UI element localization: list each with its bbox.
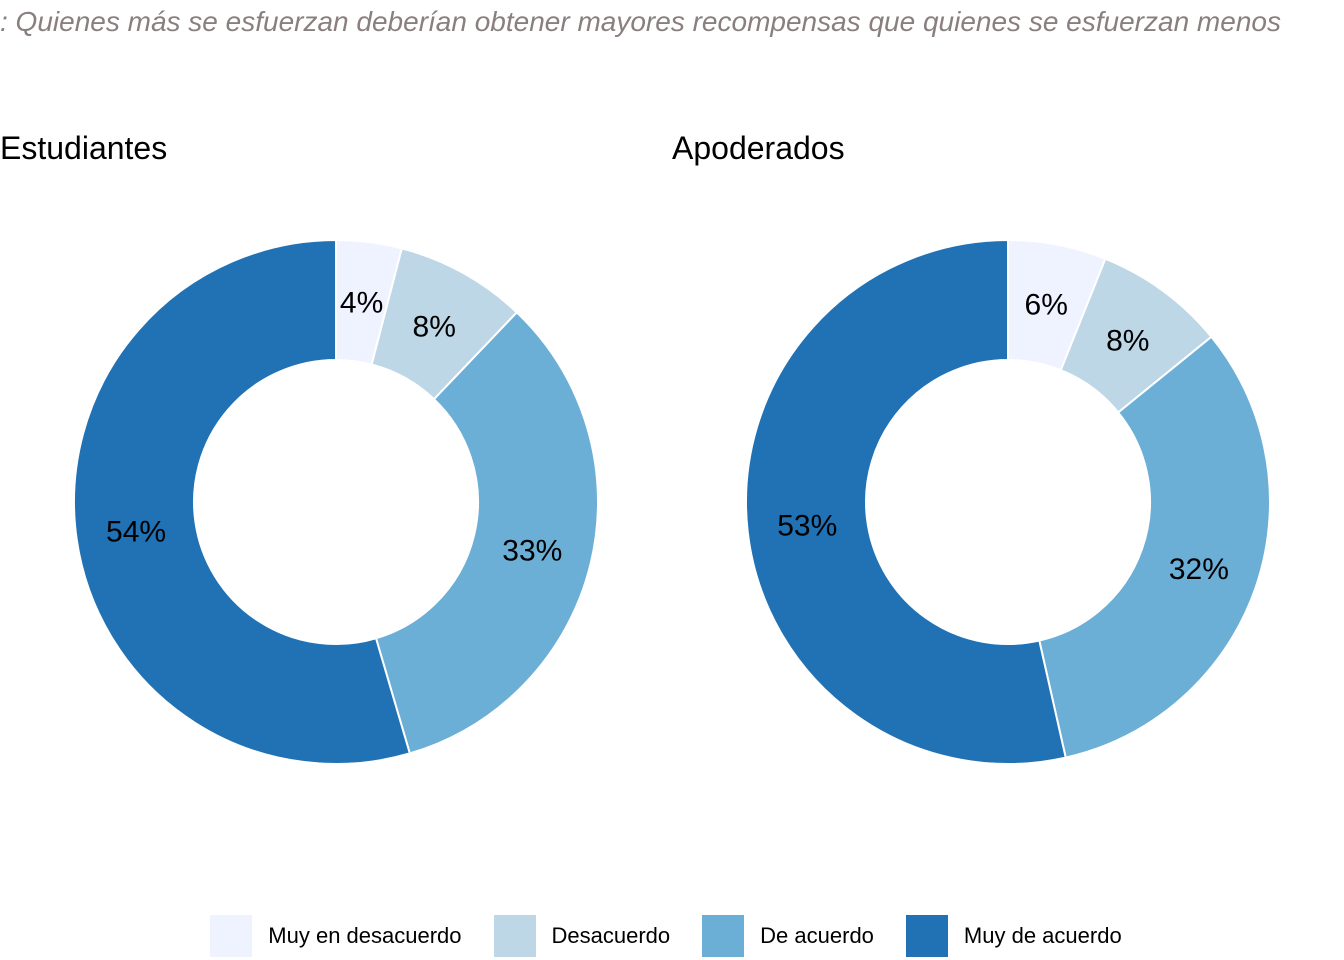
legend-swatch	[702, 915, 745, 957]
legend-item: Desacuerdo	[493, 915, 683, 957]
legend-label: De acuerdo	[760, 923, 874, 948]
donut-slice-muy-de-acuerdo	[745, 238, 1067, 765]
panel-title: Apoderados	[672, 130, 845, 166]
slice-label: 8%	[413, 310, 456, 343]
donut-slice-de-acuerdo	[374, 310, 599, 755]
panel-title: Estudiantes	[0, 130, 167, 166]
legend: Muy en desacuerdo Desacuerdo De acuerdo Muy…	[0, 914, 1344, 958]
legend-swatch	[493, 915, 536, 957]
donut-slice-muy-de-acuerdo	[73, 238, 412, 765]
chart-canvas: Estudiantes 4% 8% 33% 54% Apoderados 6% 8% 32% 53…	[0, 130, 1271, 765]
slice-label: 6%	[1025, 289, 1068, 322]
slice-label: 53%	[777, 509, 837, 542]
chart-title: : Quienes más se esfuerzan deberían obte…	[0, 6, 1281, 37]
slice-label: 54%	[106, 516, 166, 549]
slice-label: 8%	[1106, 324, 1149, 357]
legend-item: De acuerdo	[702, 915, 886, 957]
legend-label: Desacuerdo	[551, 923, 671, 948]
legend-item: Muy en desacuerdo	[210, 915, 473, 957]
donut-panel-apoderados: Apoderados 6% 8% 32% 53%	[672, 130, 1271, 765]
donut-slice-de-acuerdo	[1038, 335, 1271, 759]
legend-swatch	[905, 915, 948, 957]
slice-label: 32%	[1169, 553, 1229, 586]
legend-item: Muy de acuerdo	[905, 915, 1134, 957]
donut-panel-estudiantes: Estudiantes 4% 8% 33% 54%	[0, 130, 599, 765]
legend-label: Muy en desacuerdo	[268, 923, 462, 948]
legend-label: Muy de acuerdo	[963, 923, 1122, 948]
legend-swatch	[210, 915, 253, 957]
slice-label: 33%	[502, 535, 562, 568]
slice-label: 4%	[340, 287, 383, 320]
